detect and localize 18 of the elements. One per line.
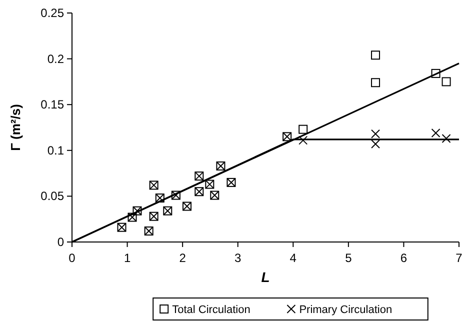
- x-tick-label: 2: [179, 251, 186, 265]
- x-tick-label: 5: [345, 251, 352, 265]
- y-tick-label: 0.1: [47, 143, 64, 158]
- y-tick-label: 0.05: [40, 189, 64, 204]
- y-tick-label: 0.2: [47, 52, 64, 66]
- legend-label: Total Circulation: [172, 304, 250, 316]
- x-tick-label: 6: [400, 251, 408, 265]
- y-tick-label: 0.15: [40, 98, 64, 112]
- y-axis-title: Γ (m²/s): [8, 104, 23, 151]
- x-tick-label: 3: [234, 251, 242, 265]
- x-tick-label: 4: [290, 251, 297, 265]
- legend-label: Primary Circulation: [299, 304, 392, 316]
- y-tick-label: 0.25: [40, 6, 64, 20]
- x-tick-label: 7: [456, 251, 463, 265]
- x-tick-label: 0: [68, 251, 76, 265]
- x-tick-label: 1: [124, 251, 131, 265]
- x-axis-title: L: [261, 269, 270, 285]
- y-tick-label: 0: [57, 235, 64, 249]
